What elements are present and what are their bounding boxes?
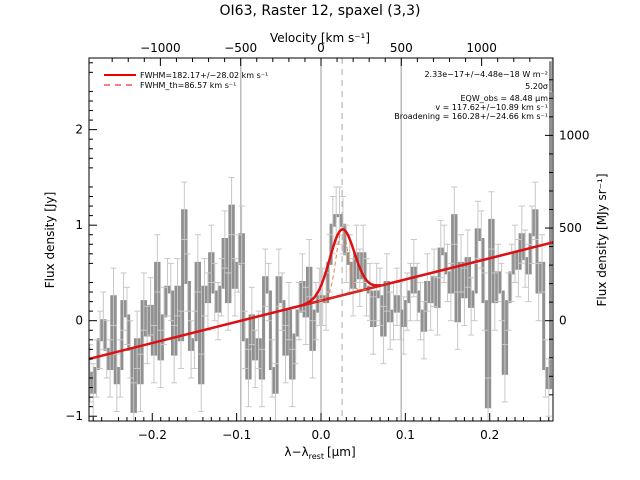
top-tick-label: −1000	[140, 41, 181, 55]
axis-tick-labels: −0.2 −0.1 0.0 0.1 0.2 −1 0 1 2 −1000 −500 0 500 1000 0…	[65, 41, 589, 442]
y-tick-label: −1	[65, 409, 83, 423]
annotation-significance: 5.20σ	[525, 82, 548, 91]
y-tick-label: 0	[75, 314, 83, 328]
fit-curves-overlay	[89, 228, 553, 361]
y-tick-label: 1	[75, 218, 83, 232]
x-tick-label: −0.2	[138, 428, 167, 442]
chart-title: OI63, Raster 12, spaxel (3,3)	[220, 3, 421, 19]
right-tick-label: 500	[559, 221, 582, 235]
x-tick-label: 0.0	[311, 428, 330, 442]
legend-entry-fwhm: FWHM=182.17+/−28.02 km s⁻¹	[140, 71, 268, 80]
annotation-broadening: Broadening = 160.28+/−24.66 km s⁻¹	[394, 112, 548, 121]
top-tick-label: −500	[224, 41, 257, 55]
continuum-baseline	[304, 283, 389, 306]
axes-ticks	[89, 58, 553, 421]
x-tick-label: 0.1	[396, 428, 415, 442]
right-tick-label: 1000	[559, 128, 590, 142]
top-tick-label: 1000	[466, 41, 497, 55]
legend: FWHM=182.17+/−28.02 km s⁻¹ FWHM_th=86.57…	[104, 71, 268, 90]
annotation-line-flux: 2.33e−17+/−4.48e−18 W m⁻²	[424, 70, 548, 79]
x-axis-label-main: λ−λ	[284, 445, 308, 459]
annotation-eqw: EQW_obs = 48.48 μm	[460, 94, 548, 103]
x-axis-label: λ−λrest [μm]	[284, 445, 355, 461]
fit-annotations: 2.33e−17+/−4.48e−18 W m⁻² 5.20σ EQW_obs …	[394, 70, 548, 121]
y-axis-label: Flux density [Jy]	[43, 192, 57, 289]
top-tick-label: 0	[317, 41, 325, 55]
top-tick-label: 500	[390, 41, 413, 55]
top-axis-label: Velocity [km s⁻¹]	[270, 31, 370, 45]
right-tick-label: 0	[559, 314, 567, 328]
x-tick-label: −0.1	[222, 428, 251, 442]
gaussian-fit-curve	[302, 228, 381, 306]
annotation-velocity: v = 117.62+/−10.89 km s⁻¹	[435, 103, 548, 112]
legend-entry-fwhm-th: FWHM_th=86.57 km s⁻¹	[140, 81, 236, 90]
y-tick-label: 2	[75, 123, 83, 137]
x-tick-label: 0.2	[480, 428, 499, 442]
x-axis-label-unit: [μm]	[327, 445, 356, 459]
right-axis-label: Flux density [MJy sr⁻¹]	[595, 173, 609, 306]
x-axis-label-sub: rest	[309, 452, 324, 461]
